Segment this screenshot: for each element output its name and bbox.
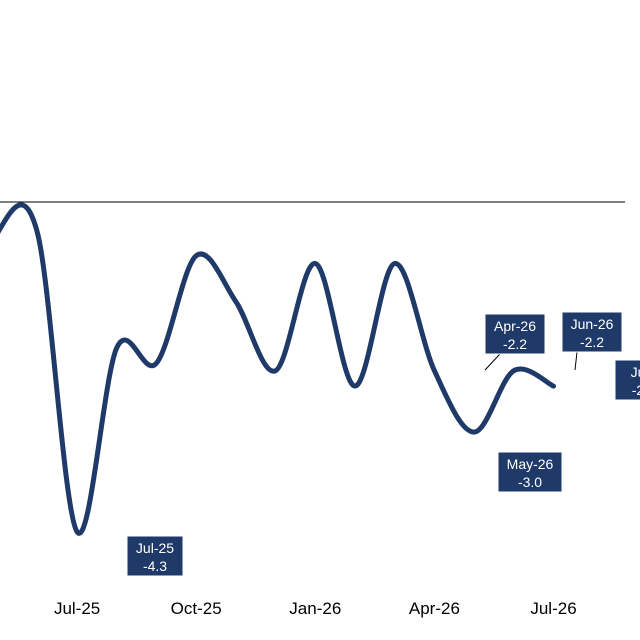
annotation-callout: May-26 -3.0 [497,451,563,493]
annotation-leaders [484,351,578,371]
annotation-label: Jul-25 [136,540,174,556]
annotation-callout: Jun-26 -2.2 [561,311,623,353]
annotation-boxes: Jul-25 -4.3 Apr-26 -2.2 May-26 -3.0 Jun-26 -2.2… [126,311,640,577]
x-tick-label: Jan-26 [289,599,341,618]
annotation-leader-line [574,351,578,371]
annotation-box [497,451,563,493]
annotation-callout: Apr-26 -2.2 [484,313,546,355]
annotation-label: Ju [631,364,640,380]
x-tick-label: Jul-26 [530,599,576,618]
annotation-value: -2 [632,382,640,398]
x-tick-label: Oct-25 [171,599,222,618]
annotation-box [484,313,546,355]
x-tick-label: Jul-25 [54,599,100,618]
annotation-label: May-26 [507,456,554,472]
annotation-callout: Jul-25 -4.3 [126,535,184,577]
annotation-callout: Ju -2 [614,359,640,401]
annotation-label: Apr-26 [494,318,536,334]
annotation-value: -2.2 [503,336,527,352]
annotation-value: -3.0 [518,474,542,490]
annotation-label: Jun-26 [571,316,614,332]
annotation-value: -2.2 [580,334,604,350]
series-line [0,202,556,536]
annotation-value: -4.3 [143,558,167,574]
annotation-box [126,535,184,577]
annotation-box [614,359,640,401]
annotation-box [561,311,623,353]
annotation-leader-line [484,353,501,371]
x-tick-label: Apr-26 [409,599,460,618]
